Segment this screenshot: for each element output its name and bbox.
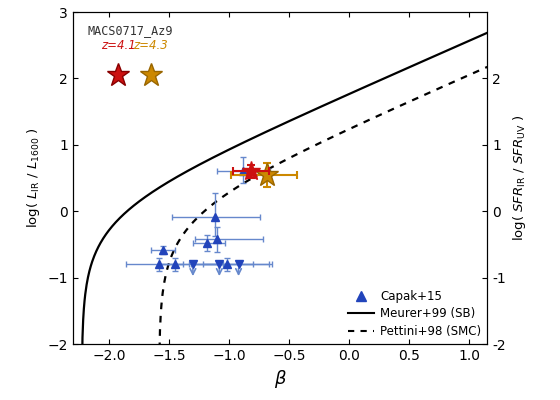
Text: z=4.1: z=4.1 <box>101 39 136 52</box>
Text: z=4.3: z=4.3 <box>133 39 168 52</box>
Y-axis label: log( $L_{\rm IR}$ / $L_{1600}$ ): log( $L_{\rm IR}$ / $L_{1600}$ ) <box>25 128 42 228</box>
Legend: Capak+15, Meurer+99 (SB), Pettini+98 (SMC): Capak+15, Meurer+99 (SB), Pettini+98 (SM… <box>348 290 481 338</box>
Text: MACS0717_Az9: MACS0717_Az9 <box>87 24 172 37</box>
Y-axis label: log( $SFR_{\rm IR}$ / $SFR_{\rm UV}$ ): log( $SFR_{\rm IR}$ / $SFR_{\rm UV}$ ) <box>511 115 529 241</box>
X-axis label: $\beta$: $\beta$ <box>273 368 287 390</box>
